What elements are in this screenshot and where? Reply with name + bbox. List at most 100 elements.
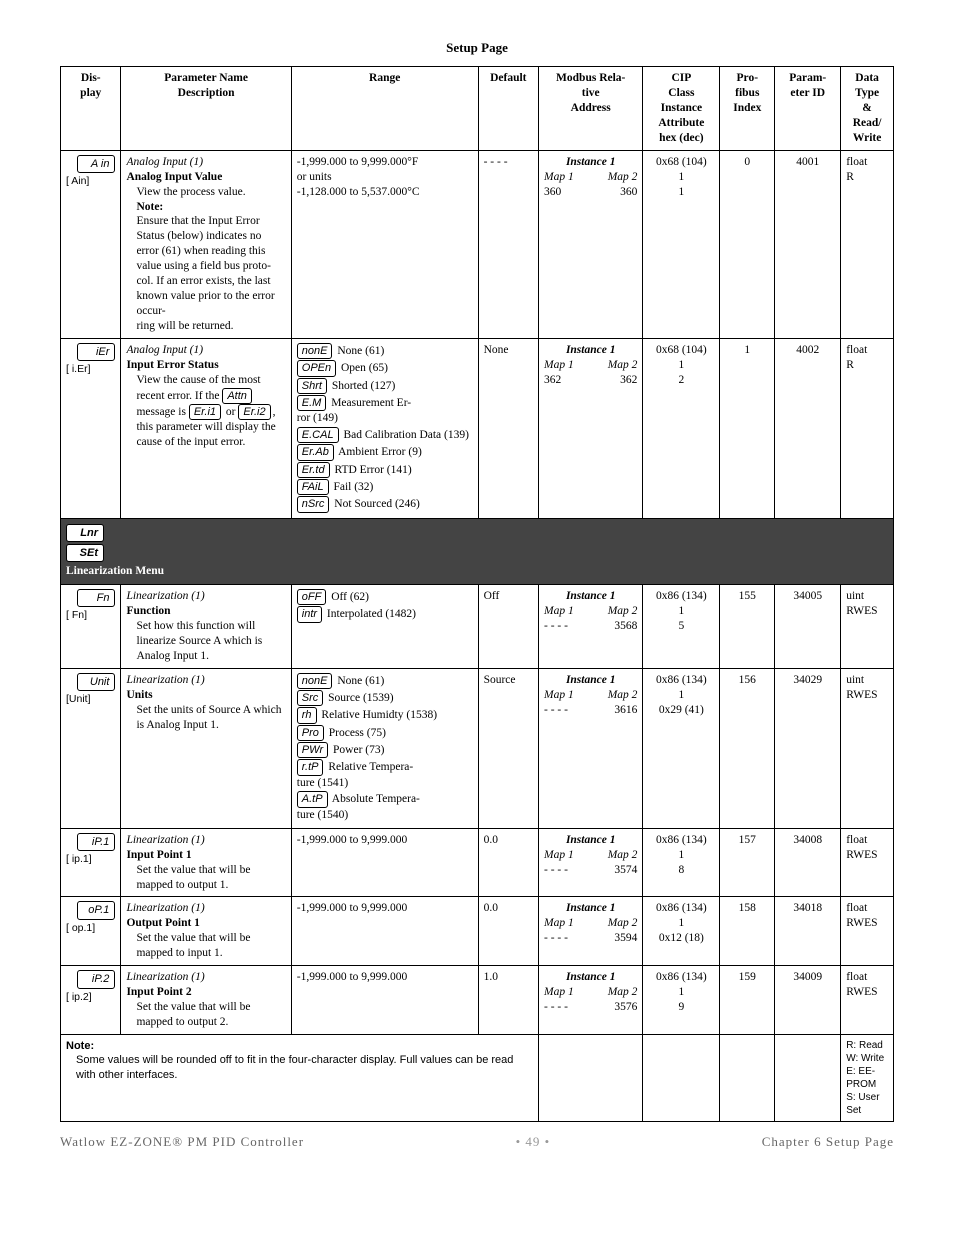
range-item: E.M Measurement Er-ror (149)	[297, 395, 473, 426]
range-item: FAiL Fail (32)	[297, 479, 473, 495]
footer-right: Chapter 6 Setup Page	[762, 1134, 894, 1150]
param-name: Input Point 2	[126, 985, 285, 1000]
map2-label: Map 2	[608, 358, 638, 373]
cip-val: 1	[648, 985, 714, 1000]
cip-val: 8	[648, 863, 714, 878]
range-item: E.CAL Bad Calibration Data (139)	[297, 427, 473, 443]
profibus-val: 158	[720, 897, 775, 966]
map2-val: 3594	[614, 931, 637, 946]
range-item: nSrc Not Sourced (246)	[297, 496, 473, 512]
display-seg: oP.1	[77, 901, 115, 919]
map1-val: 360	[544, 185, 561, 200]
table-row: iP.1[ ip.1] Linearization (1) Input Poin…	[61, 828, 894, 897]
instance-label: Instance 1	[544, 673, 637, 688]
cip-val: 1	[648, 848, 714, 863]
param-name: Output Point 1	[126, 916, 285, 931]
param-title: Analog Input (1)	[126, 343, 285, 358]
header-row: Dis-play Parameter NameDescription Range…	[61, 67, 894, 151]
map2-label: Map 2	[608, 688, 638, 703]
cip-val: 0x29 (41)	[648, 703, 714, 718]
note-body: Some values will be rounded off to fit i…	[76, 1053, 533, 1082]
range-item: Er.Ab Ambient Error (9)	[297, 444, 473, 460]
cip-val: 0x68 (104)	[648, 155, 714, 170]
range-item: OPEn Open (65)	[297, 360, 473, 376]
cip-val: 0x86 (134)	[648, 833, 714, 848]
param-name: Input Point 1	[126, 848, 285, 863]
param-desc: Set the value that will be mapped to inp…	[136, 931, 285, 961]
param-name: Units	[126, 688, 285, 703]
cip-val: 0x68 (104)	[648, 343, 714, 358]
paramid-val: 34008	[775, 828, 841, 897]
map2-label: Map 2	[608, 985, 638, 1000]
param-name: Analog Input Value	[126, 170, 285, 185]
hdr-dtype: DataType&Read/Write	[841, 67, 894, 151]
profibus-val: 156	[720, 668, 775, 828]
map1-label: Map 1	[544, 170, 574, 185]
setup-table: Dis-play Parameter NameDescription Range…	[60, 66, 894, 1122]
cip-val: 1	[648, 604, 714, 619]
display-label: [ i.Er]	[66, 363, 115, 377]
dtype-val: R	[846, 170, 888, 185]
profibus-val: 1	[720, 338, 775, 518]
instance-label: Instance 1	[544, 155, 637, 170]
map1-label: Map 1	[544, 688, 574, 703]
hdr-cip: CIPClassInstanceAttributehex (dec)	[643, 67, 720, 151]
dtype-val: float	[846, 970, 888, 985]
default-val: Off	[478, 585, 538, 669]
display-label: [ ip.1]	[66, 853, 115, 867]
param-title: Analog Input (1)	[126, 155, 285, 170]
display-seg: Fn	[77, 589, 115, 607]
menu-label: Linearization Menu	[66, 564, 888, 579]
map1-val: - - - -	[544, 931, 568, 946]
cip-val: 0x86 (134)	[648, 673, 714, 688]
param-name: Function	[126, 604, 285, 619]
default-val: 0.0	[478, 828, 538, 897]
range-item: rh Relative Humidty (1538)	[297, 707, 473, 723]
param-title: Linearization (1)	[126, 970, 285, 985]
map1-val: - - - -	[544, 703, 568, 718]
footer-left: Watlow EZ-ZONE® PM PID Controller	[60, 1134, 304, 1150]
map2-val: 3616	[614, 703, 637, 718]
cip-val: 1	[648, 916, 714, 931]
range-line: or units	[297, 170, 473, 185]
map1-label: Map 1	[544, 916, 574, 931]
map1-label: Map 1	[544, 985, 574, 1000]
dtype-val: RWES	[846, 604, 888, 619]
paramid-val: 34018	[775, 897, 841, 966]
param-desc: Set the value that will be mapped to out…	[136, 1000, 285, 1030]
table-row: A in[ Ain] Analog Input (1) Analog Input…	[61, 150, 894, 338]
hdr-paramid: Param-eter ID	[775, 67, 841, 151]
map1-label: Map 1	[544, 604, 574, 619]
param-title: Linearization (1)	[126, 673, 285, 688]
map2-label: Map 2	[608, 916, 638, 931]
legend: R: ReadW: WriteE: EE-PROMS: User Set	[841, 1034, 894, 1121]
range-item: PWr Power (73)	[297, 742, 473, 758]
range-item: oFF Off (62)	[297, 589, 473, 605]
cip-val: 1	[648, 358, 714, 373]
default-val: 0.0	[478, 897, 538, 966]
range-item: intr Interpolated (1482)	[297, 606, 473, 622]
range-item: A.tP Absolute Tempera-ture (1540)	[297, 791, 473, 822]
default-val: None	[478, 338, 538, 518]
map2-label: Map 2	[608, 170, 638, 185]
footer-center: • 49 •	[516, 1134, 551, 1150]
table-row: Unit[Unit] Linearization (1) UnitsSet th…	[61, 668, 894, 828]
range-item: Pro Process (75)	[297, 725, 473, 741]
map1-val: - - - -	[544, 619, 568, 634]
cip-val: 1	[648, 170, 714, 185]
param-title: Linearization (1)	[126, 901, 285, 916]
range-line: -1,128.000 to 5,537.000°C	[297, 185, 473, 200]
menu-seg1: Lnr	[66, 524, 104, 542]
default-val: Source	[478, 668, 538, 828]
hdr-param: Parameter NameDescription	[121, 67, 291, 151]
display-seg: Unit	[77, 673, 115, 691]
cip-val: 0x86 (134)	[648, 901, 714, 916]
display-seg: iEr	[77, 343, 115, 361]
dtype-val: uint	[846, 673, 888, 688]
map2-val: 3576	[614, 1000, 637, 1015]
hdr-range: Range	[291, 67, 478, 151]
table-row: iEr[ i.Er] Analog Input (1) Input Error …	[61, 338, 894, 518]
range-item: Er.td RTD Error (141)	[297, 462, 473, 478]
cip-val: 0x86 (134)	[648, 589, 714, 604]
instance-label: Instance 1	[544, 833, 637, 848]
